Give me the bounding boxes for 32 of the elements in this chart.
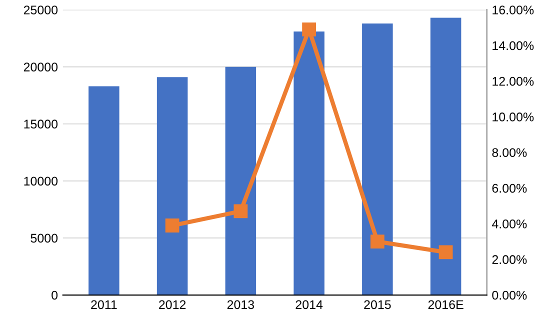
point: [370, 234, 384, 248]
bar: [430, 18, 462, 296]
point: [234, 204, 248, 218]
x-tick-label: 2012: [159, 300, 186, 310]
x-tick-label: 2016E: [428, 300, 464, 310]
point: [302, 22, 316, 36]
x-tick-label: 2015: [364, 300, 391, 310]
y2-tick-label: 2.00%: [492, 255, 527, 264]
y-tick-label: 20000: [24, 62, 58, 72]
bar: [362, 23, 393, 296]
y-tick-label: 10000: [24, 176, 58, 186]
y2-tick-label: 8.00%: [492, 148, 527, 158]
y2-tick-label: 0.00%: [492, 290, 527, 300]
x-tick-label: 2013: [227, 300, 254, 310]
y2-tick-label: 4.00%: [492, 220, 527, 228]
y2-tick-label: 14.00%: [492, 41, 534, 50]
bar: [294, 31, 324, 296]
point: [438, 245, 453, 260]
bar: [156, 77, 188, 296]
x-tick-label: 2014: [296, 300, 323, 310]
y2-tick-label: 16.00%: [492, 6, 534, 14]
y2-tick-label: 10.00%: [492, 112, 534, 122]
y-tick-label: 5000: [30, 234, 58, 243]
bar: [225, 66, 256, 296]
y-tick-label: 15000: [24, 120, 58, 129]
point: [165, 218, 180, 232]
y2-tick-label: 12.00%: [492, 76, 534, 86]
y-tick-label: 25000: [24, 6, 58, 14]
bar: [88, 86, 120, 296]
y-tick-label: 0: [52, 290, 58, 300]
x-tick-label: 2011: [91, 300, 117, 310]
y2-tick-label: 6.00%: [492, 184, 527, 193]
